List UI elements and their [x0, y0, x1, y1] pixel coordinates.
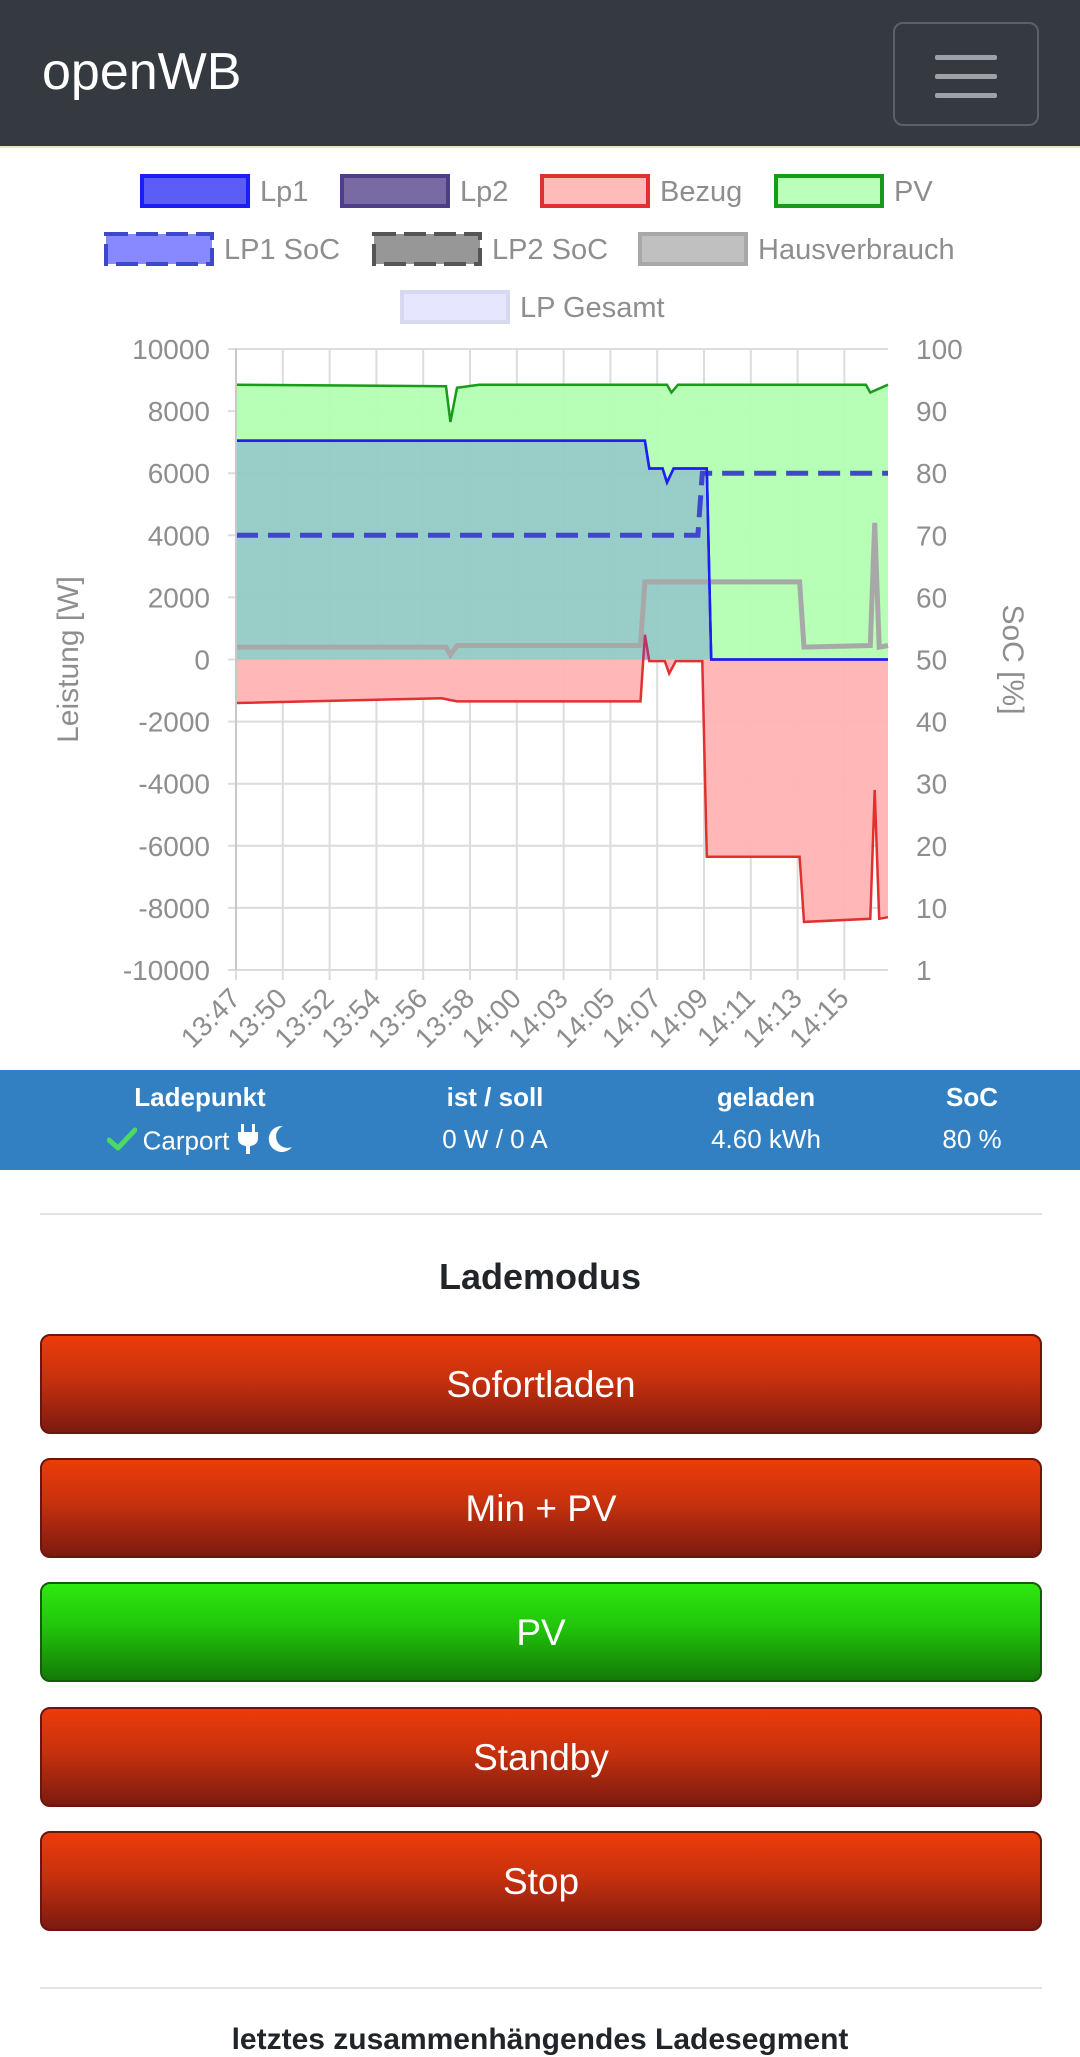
legend-swatch [372, 232, 482, 266]
y-axis-title-right: SoC [%] [996, 604, 1029, 714]
y-tick-label-right: 70 [916, 520, 947, 551]
y-axis-title-left: Leistung [W] [52, 576, 85, 743]
legend-label: Lp2 [460, 176, 508, 208]
ladepunkt-table: Ladepunkt ist / soll geladen SoC Carport… [0, 1070, 1080, 1170]
y-tick-label-right: 30 [916, 769, 947, 800]
legend-swatch [540, 174, 650, 208]
legend-swatch [140, 174, 250, 208]
header-ladepunkt: Ladepunkt [134, 1082, 266, 1112]
check-icon [106, 1127, 138, 1158]
header-soc: SoC [946, 1082, 998, 1112]
plug-icon [237, 1124, 259, 1161]
y-tick-label-right: 90 [916, 396, 947, 427]
header-geladen: geladen [716, 1082, 816, 1112]
y-tick-label-left: -8000 [138, 893, 210, 924]
legend-label: LP2 SoC [492, 234, 608, 266]
ist-soll-value: 0 W / 0 A [442, 1124, 548, 1154]
series-area-bezug [236, 634, 888, 922]
legend-label: PV [894, 176, 933, 208]
navbar: openWB [0, 0, 1080, 148]
y-tick-label-right: 80 [916, 458, 947, 489]
ladepunkt-name: Carport [142, 1125, 230, 1156]
y-tick-label-right: 10 [916, 893, 947, 924]
y-tick-label-right: 60 [916, 582, 947, 613]
legend-item-lp1-soc: LP1 SoC [104, 232, 340, 266]
moon-icon [267, 1125, 293, 1160]
legend-swatch [638, 232, 748, 266]
divider [40, 1987, 1042, 1989]
y-tick-label-right: 100 [916, 334, 963, 365]
y-tick-label-left: 6000 [148, 458, 210, 489]
y-tick-label-right: 1 [916, 955, 932, 986]
brand-logo[interactable]: openWB [42, 43, 242, 101]
legend-swatch [104, 232, 214, 266]
y-tick-label-left: 2000 [148, 582, 210, 613]
lademodus-title: Lademodus [438, 1256, 642, 1297]
y-tick-label-left: 0 [194, 645, 210, 676]
mode-button-min-pv[interactable]: Min + PV [40, 1458, 1042, 1558]
y-tick-label-left: -6000 [138, 831, 210, 862]
legend-swatch [400, 290, 510, 324]
legend-label: LP Gesamt [520, 292, 665, 324]
y-tick-label-left: 4000 [148, 520, 210, 551]
y-tick-label-right: 20 [916, 831, 947, 862]
header-ist-soll: ist / soll [446, 1082, 544, 1112]
legend-item-lp1: Lp1 [140, 174, 308, 208]
legend-item-lp2: Lp2 [340, 174, 508, 208]
legend-label: Hausverbrauch [758, 234, 955, 266]
series-area-pv [236, 384, 888, 660]
ladesegment-title: letztes zusammenhängendes Ladesegment [231, 2023, 849, 2056]
legend-item-pv: PV [774, 174, 933, 208]
y-tick-label-left: 8000 [148, 396, 210, 427]
hamburger-menu-icon [935, 55, 997, 60]
y-tick-label-right: 50 [916, 645, 947, 676]
y-tick-label-left: 10000 [132, 334, 210, 365]
soc-value: 80 % [942, 1124, 1002, 1154]
series-line-bezug [235, 634, 889, 924]
chart-legend: Lp1 Lp2 Bezug PV LP1 SoC LP2 SoC Hausverbrauch… [104, 174, 955, 324]
legend-label: Lp1 [260, 176, 308, 208]
series-line-lp1-top [236, 439, 888, 661]
legend-item-bezug: Bezug [540, 174, 742, 208]
chart-areas [235, 383, 889, 924]
hamburger-menu-button[interactable] [893, 22, 1039, 126]
y-tick-label-left: -4000 [138, 769, 210, 800]
legend-swatch [774, 174, 884, 208]
series-line-pv [235, 383, 889, 423]
ladepunkt-cell[interactable]: Carport [60, 1124, 340, 1161]
mode-button-standby[interactable]: Standby [40, 1707, 1042, 1807]
legend-item-hausverbrauch: Hausverbrauch [638, 232, 955, 266]
series-line-lp1-soc [236, 470, 888, 538]
y-tick-label-left: -2000 [138, 707, 210, 738]
mode-button-sofortladen[interactable]: Sofortladen [40, 1334, 1042, 1434]
legend-label: Bezug [660, 176, 742, 208]
legend-item-lp2-soc: LP2 SoC [372, 232, 608, 266]
mode-button-stop[interactable]: Stop [40, 1831, 1042, 1931]
legend-label: LP1 SoC [224, 234, 340, 266]
series-area-lp1 [236, 440, 888, 660]
y-tick-label-left: -10000 [123, 955, 210, 986]
geladen-value: 4.60 kWh [711, 1124, 821, 1154]
y-tick-label-right: 40 [916, 707, 947, 738]
divider [40, 1213, 1042, 1215]
legend-item-lp-gesamt: LP Gesamt [400, 290, 665, 324]
power-chart: Lp1 Lp2 Bezug PV LP1 SoC LP2 SoC Hausverbrauch… [52, 174, 1029, 1054]
series-line-hausverbrauch [236, 522, 889, 660]
mode-button-pv[interactable]: PV [40, 1582, 1042, 1682]
legend-swatch [340, 174, 450, 208]
